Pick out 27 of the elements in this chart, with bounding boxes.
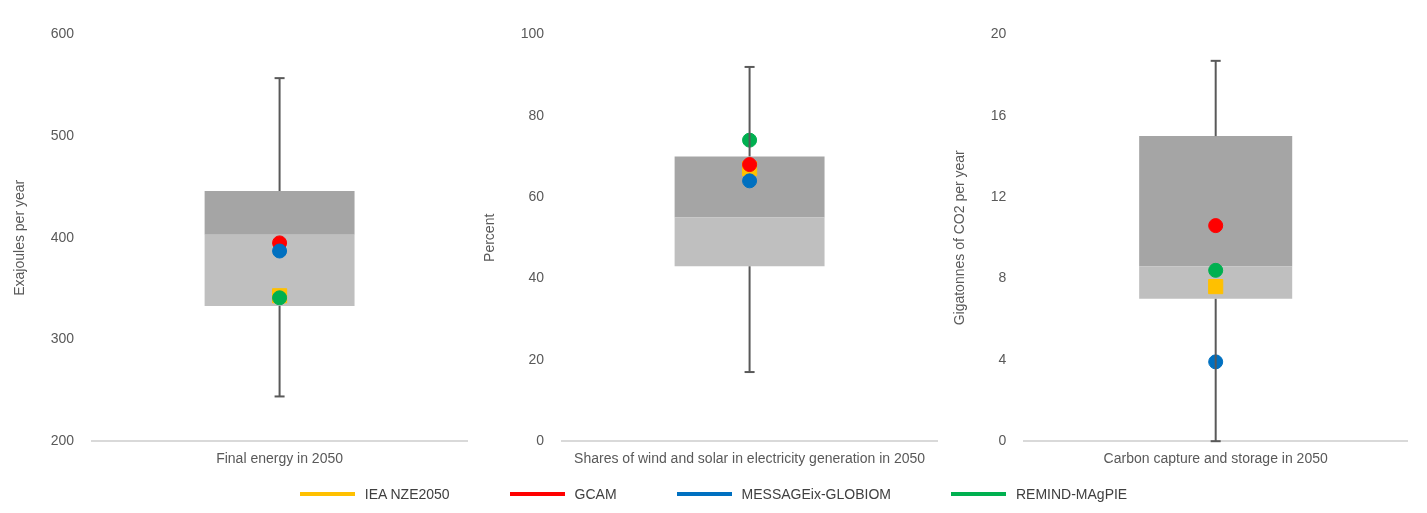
- x-tick-label: Final energy in 2050: [216, 450, 344, 467]
- y-tick-label: 20: [990, 25, 1007, 42]
- y-axis-title: Percent: [481, 213, 498, 262]
- legend-label: IEA NZE2050: [364, 486, 450, 502]
- y-tick-label: 0: [536, 432, 545, 449]
- legend-label: REMIND-MAgPIE: [1015, 486, 1128, 502]
- y-tick-label: 80: [528, 106, 545, 123]
- y-tick-label: 400: [50, 228, 75, 245]
- x-tick-label: Shares of wind and solar in electricity generation in 2050: [574, 450, 926, 467]
- y-tick-label: 300: [50, 330, 75, 347]
- y-tick-label: 500: [50, 126, 75, 143]
- y-tick-label: 20: [528, 350, 545, 367]
- y-tick-label: 4: [998, 350, 1007, 367]
- y-tick-label: 0: [998, 432, 1007, 449]
- y-tick-label: 16: [990, 106, 1007, 123]
- legend-label: GCAM: [574, 486, 617, 502]
- y-tick-label: 60: [528, 187, 545, 204]
- y-tick-label: 12: [990, 187, 1007, 204]
- y-tick-label: 100: [520, 25, 545, 42]
- y-tick-label: 8: [998, 269, 1007, 286]
- y-axis-title: Gigatonnes of CO2 per year: [951, 149, 968, 326]
- y-tick-label: 40: [528, 269, 545, 286]
- x-tick-label: Carbon capture and storage in 2050: [1103, 450, 1328, 467]
- y-tick-label: 200: [50, 432, 75, 449]
- y-axis-title: Exajoules per year: [11, 179, 28, 296]
- legend-label: MESSAGEix-GLOBIOM: [741, 486, 891, 502]
- y-tick-label: 600: [50, 25, 75, 42]
